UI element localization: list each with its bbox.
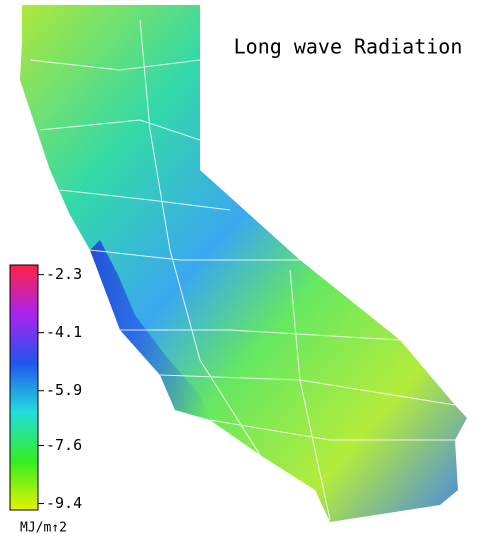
colorbar (9, 264, 39, 511)
map-title: Long wave Radiation (234, 35, 463, 59)
colorbar-tick-label: -4.1 (46, 323, 82, 341)
colorbar-tick-label: -2.3 (46, 265, 82, 283)
colorbar-tick-label: -7.6 (46, 436, 82, 454)
colorbar-tick-label: -9.4 (46, 494, 82, 512)
state-outline (20, 5, 467, 522)
coastal-band (90, 240, 210, 420)
colorbar-tick-label: -5.9 (46, 381, 82, 399)
colorbar-unit: MJ/m↑2 (20, 521, 67, 536)
county-lines (29, 19, 456, 521)
